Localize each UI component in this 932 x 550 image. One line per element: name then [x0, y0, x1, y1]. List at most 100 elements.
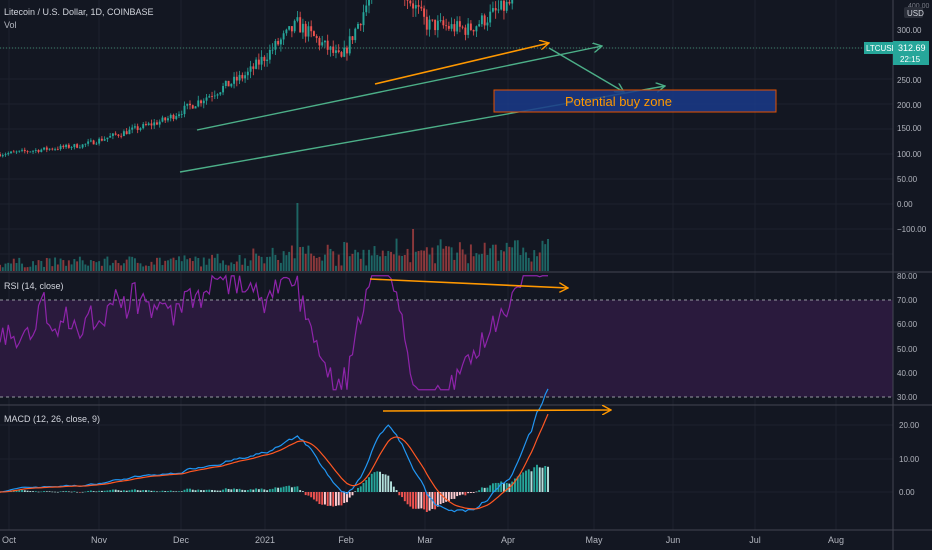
macd-histogram-bar — [312, 492, 315, 500]
macd-histogram-bar — [277, 487, 280, 492]
volume-bar — [224, 264, 227, 271]
candle-body — [158, 121, 161, 125]
candle-body — [500, 0, 503, 10]
candle-body — [45, 147, 48, 150]
macd-histogram-bar — [376, 471, 379, 492]
candle-body — [7, 153, 10, 155]
macd-histogram-bar — [304, 492, 307, 496]
price-high-trendline[interactable] — [374, 43, 549, 85]
volume-bar — [271, 247, 274, 271]
volume-bar — [516, 240, 519, 271]
candle-body — [357, 23, 359, 29]
macd-divergence-line[interactable] — [382, 410, 611, 411]
volume-bar — [326, 244, 329, 271]
macd-histogram-bar — [147, 490, 150, 492]
macd-histogram-bar — [547, 466, 549, 492]
volume-bar — [533, 250, 536, 271]
candle-body — [505, 1, 508, 11]
volume-bar — [98, 261, 101, 271]
candle-body — [216, 94, 219, 96]
candle-body — [274, 41, 277, 50]
volume-bar — [45, 257, 48, 271]
macd-histogram-bar — [340, 492, 343, 506]
macd-axis[interactable]: 20.00 10.00 0.00 — [899, 421, 920, 497]
volume-bar — [10, 263, 12, 271]
rsi-axis[interactable]: 80.00 70.00 60.00 50.00 40.00 30.00 — [897, 272, 918, 402]
volume-bar — [56, 264, 59, 271]
volume-bar — [67, 260, 70, 271]
macd-histogram-bar — [18, 490, 21, 492]
candle-body — [78, 147, 81, 149]
macd-histogram-bar — [307, 492, 310, 496]
macd-histogram-bar — [268, 489, 271, 492]
macd-histogram-bar — [310, 492, 313, 498]
volume-bar — [238, 254, 241, 271]
macd-histogram-bar — [274, 487, 277, 492]
volume-bar — [414, 251, 417, 271]
candle-body — [244, 75, 247, 79]
candle-body — [351, 36, 354, 41]
macd-histogram-bar — [29, 491, 32, 492]
macd-histogram-bar — [354, 491, 357, 492]
rsi-tick-label: 60.00 — [897, 320, 918, 329]
volume-bar — [34, 265, 37, 271]
macd-histogram-bar — [401, 492, 404, 498]
candle-body — [230, 83, 233, 87]
macd-histogram-bar — [235, 489, 238, 492]
volume-bar — [213, 257, 216, 271]
volume-bar — [109, 265, 112, 271]
macd-histogram-bar — [194, 490, 197, 492]
macd-histogram-bar — [502, 483, 505, 492]
signal-line — [0, 413, 549, 510]
macd-histogram-bar — [200, 490, 202, 492]
macd-histogram-bar — [536, 464, 538, 492]
macd-histogram-bar — [425, 492, 428, 512]
volume-bar — [211, 254, 214, 271]
volume-bar — [169, 258, 172, 271]
macd-histogram-bar — [169, 490, 172, 492]
macd-histogram-bar — [417, 492, 420, 509]
macd-histogram-bar — [365, 480, 368, 492]
rsi-divergence-line[interactable] — [369, 278, 568, 288]
candle-body — [34, 149, 37, 151]
volume-bar — [359, 258, 362, 271]
candle-body — [122, 131, 125, 137]
volume-bar — [354, 249, 357, 271]
volume-bar — [114, 260, 117, 271]
volume-bar — [445, 246, 448, 271]
channel-upper-trendline[interactable] — [196, 46, 602, 131]
macd-histogram-bar — [511, 481, 514, 492]
candle-body — [271, 49, 274, 51]
candle-body — [368, 0, 370, 6]
candle-body — [81, 144, 84, 148]
volume-bar — [189, 258, 191, 271]
macd-histogram-bar — [494, 482, 497, 492]
volume-bar — [299, 247, 302, 271]
buy-zone-box[interactable] — [493, 89, 777, 113]
candle-body — [409, 0, 412, 4]
macd-histogram-bar — [56, 491, 59, 493]
currency-selector[interactable]: 400.00 USD — [904, 3, 930, 18]
macd-histogram-bar — [238, 488, 241, 492]
time-axis[interactable]: Oct Nov Dec 2021 Feb Mar Apr May Jun Jul Aug — [2, 535, 844, 545]
candle-body — [428, 19, 431, 30]
volume-bar — [133, 258, 136, 271]
volume-bar — [282, 251, 285, 271]
candle-body — [111, 133, 114, 136]
candlesticks[interactable] — [0, 0, 549, 158]
macd-histogram-bar — [447, 492, 450, 502]
currency-box[interactable] — [904, 7, 923, 18]
volume-bar — [480, 253, 483, 271]
macd-histogram-bar — [296, 486, 299, 492]
candle-body — [290, 26, 293, 32]
candle-body — [249, 66, 252, 72]
volume-bar — [332, 251, 335, 271]
rsi-title: RSI (14, close) — [4, 281, 64, 291]
candle-body — [10, 151, 12, 154]
macd-histogram-bar — [453, 492, 456, 499]
macd-histogram-bar — [266, 490, 269, 492]
volume-bar — [78, 256, 81, 271]
projection-arrow[interactable] — [548, 47, 624, 92]
volume-bar — [191, 261, 194, 271]
